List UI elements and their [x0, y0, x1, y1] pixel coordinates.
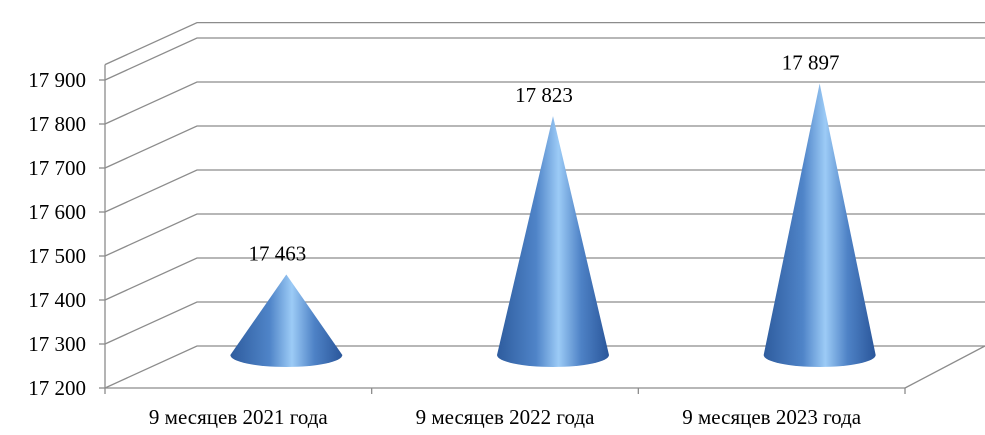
gridlines: [104, 21, 985, 389]
y-tick-label: 17 200: [28, 376, 86, 400]
x-category-label: 9 месяцев 2022 года: [416, 405, 596, 429]
cone-bar: [497, 116, 609, 367]
y-axis-tick-labels: 17 200 17 300 17 400 17 500 17 600 17 700 17 8…: [28, 68, 86, 400]
y-tick-label: 17 900: [28, 68, 86, 92]
x-category-label: 9 месяцев 2021 года: [149, 405, 329, 429]
cone-body: [497, 116, 609, 367]
cone-body: [230, 274, 343, 367]
gridline: [104, 125, 985, 169]
data-label: 17 463: [248, 241, 306, 265]
x-category-label: 9 месяцев 2023 года: [682, 405, 862, 429]
cone-body: [763, 83, 876, 368]
y-tick-label: 17 800: [28, 112, 86, 136]
gridline: [104, 213, 985, 257]
gridline: [104, 81, 985, 125]
gridline: [104, 21, 985, 66]
y-tick-label: 17 300: [28, 332, 86, 356]
data-labels: 17 463 17 823 17 897: [248, 51, 839, 266]
y-tick-label: 17 700: [28, 156, 86, 180]
y-tick-label: 17 500: [28, 244, 86, 268]
cone-series: [230, 83, 876, 368]
gridline: [104, 345, 985, 389]
gridline: [104, 37, 985, 81]
y-tick-label: 17 600: [28, 200, 86, 224]
x-axis-category-labels: 9 месяцев 2021 года 9 месяцев 2022 года 9 …: [149, 405, 862, 429]
cone-bar: [763, 83, 876, 368]
gridline: [104, 301, 985, 345]
data-label: 17 897: [782, 51, 840, 75]
gridline: [104, 257, 985, 301]
cone-bar: [230, 274, 343, 367]
y-tick-label: 17 400: [28, 288, 86, 312]
floor-edge-line: [904, 345, 985, 389]
axes: [99, 64, 985, 394]
gridline: [104, 169, 985, 213]
data-label: 17 823: [515, 83, 573, 107]
